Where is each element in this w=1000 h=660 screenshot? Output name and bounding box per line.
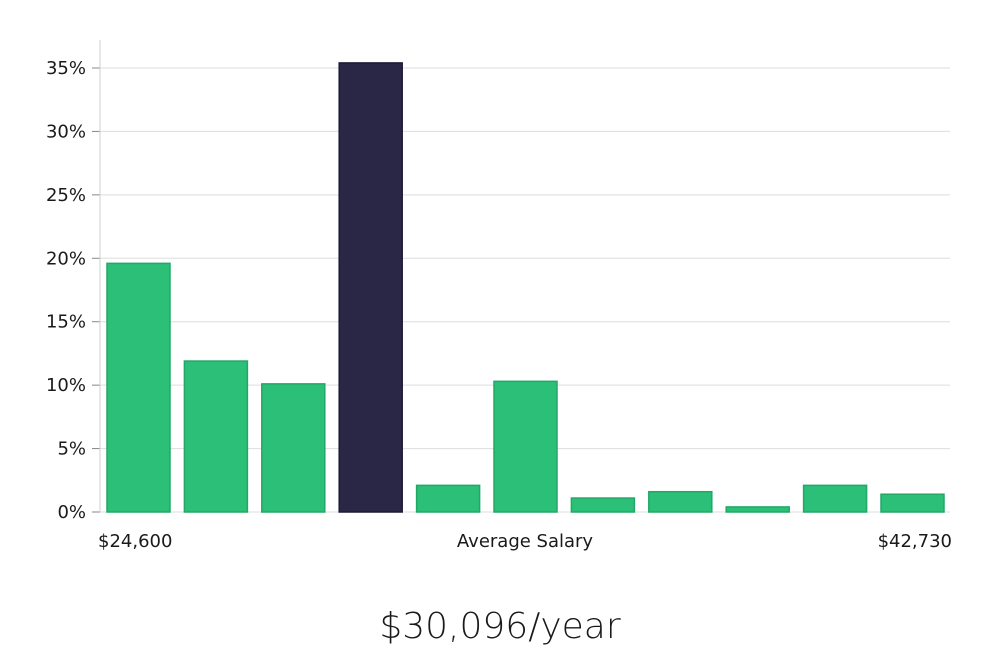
y-axis-ticks: 0% 5% 10% 15% 20% 25% 30% 35%	[46, 58, 100, 523]
y-tick-label: 20%	[46, 248, 86, 269]
bar	[261, 383, 326, 513]
bar	[880, 493, 945, 513]
x-max-label: $42,730	[878, 531, 952, 552]
bar	[570, 497, 636, 513]
y-tick-label: 0%	[57, 502, 86, 523]
bar	[493, 380, 558, 513]
bar	[106, 262, 171, 513]
bar	[725, 506, 790, 513]
y-tick-label: 5%	[57, 439, 86, 460]
y-tick-label: 10%	[46, 375, 86, 396]
y-tick-label: 25%	[46, 185, 86, 206]
bar	[183, 360, 249, 513]
y-tick-label: 30%	[46, 121, 86, 142]
bar-highlighted	[338, 62, 403, 513]
x-min-label: $24,600	[98, 531, 172, 552]
bar	[415, 484, 481, 513]
x-axis-label: Average Salary	[457, 531, 594, 552]
bar	[648, 490, 713, 513]
salary-histogram: 0% 5% 10% 15% 20% 25% 30% 35% $24,600 Average S…	[46, 40, 952, 552]
bars	[106, 62, 945, 513]
y-tick-label: 35%	[46, 58, 86, 79]
y-tick-label: 15%	[46, 312, 86, 333]
average-salary-value: $30,096/year	[379, 606, 621, 647]
bar	[802, 484, 868, 513]
